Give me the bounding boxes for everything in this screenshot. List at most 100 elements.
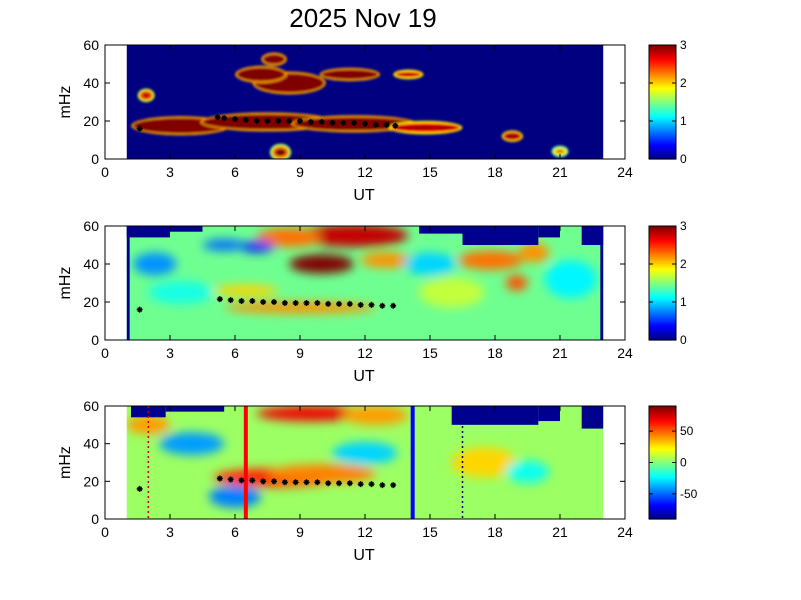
colorbar-swatch [649,434,676,437]
colorbar-swatch [649,103,676,107]
colorbar-tick-label: 2 [680,257,687,271]
x-tick-label: 24 [617,524,633,540]
colorbar-swatch [649,102,676,105]
colorbar-swatch [649,457,676,460]
colorbar-swatch [649,295,676,298]
colorbar-swatch [649,107,676,110]
colorbar-swatch [649,236,676,240]
colorbar-swatch [649,304,676,307]
marker [372,121,379,128]
x-tick-label: 0 [101,524,109,540]
colorbar-swatch [649,126,676,130]
heatmap-blob [332,441,398,465]
colorbar-swatch [649,474,676,478]
x-tick-label: 6 [231,524,239,540]
edge-column [126,226,130,340]
colorbar-swatch [649,94,676,98]
colorbar-tick-label: 0 [680,333,687,347]
colorbar-swatch [649,114,676,117]
x-axis-label: UT [353,187,375,204]
x-tick-label: 6 [231,345,239,361]
colorbar-tick-label: 0 [680,152,687,166]
colorbar-swatch [649,116,676,119]
colorbar-swatch [649,243,676,247]
marker [249,477,256,484]
colorbar-tick-label: 2 [680,76,687,90]
colorbar-swatch [649,141,676,144]
colorbar-swatch [649,315,676,318]
colorbar-swatch [649,517,676,520]
marker [303,299,310,306]
marker [379,482,386,489]
heatmap-blob [213,284,279,297]
colorbar-frame [648,44,677,160]
colorbar-swatch [649,462,676,465]
colorbar-swatch [649,467,676,471]
colorbar-swatch [649,62,676,66]
colorbar-swatch [649,268,676,272]
heatmap-mask [538,226,560,238]
x-tick-label: 21 [552,164,568,180]
heatmap-blob [544,260,597,299]
colorbar-swatch [649,414,676,418]
colorbar-swatch [649,421,676,425]
colorbar-swatch [649,488,676,492]
marker [390,482,397,489]
x-axis-label: UT [353,368,375,385]
colorbar-swatch [649,336,676,339]
marker [340,119,347,126]
colorbar-swatch [649,444,676,448]
colorbar-tick-label: 1 [680,295,687,309]
colorbar-swatch [649,78,676,82]
y-tick-label: 0 [91,151,99,167]
marker [260,299,267,305]
colorbar-swatch [649,309,676,313]
colorbar-swatch [649,469,676,472]
y-tick-label: 40 [83,75,99,91]
colorbar-swatch [649,430,676,434]
colorbar-swatch [649,293,676,297]
colorbar-swatch [649,428,676,432]
heatmap-blob [202,239,246,251]
colorbar-swatch [649,151,676,155]
colorbar-swatch [649,93,676,96]
colorbar-swatch [649,506,676,510]
colorbar-swatch [649,121,676,124]
heatmap-mask [451,406,539,425]
heatmap-blob [505,275,528,291]
colorbar-swatch [649,55,676,59]
x-tick-label: 0 [101,345,109,361]
colorbar-swatch [649,450,676,453]
marker [281,479,288,486]
colorbar-swatch [649,471,676,474]
marker [216,475,223,482]
figure-title: 2025 Nov 19 [289,3,436,33]
colorbar-tick-label: 0 [680,456,687,470]
colorbar-swatch [649,82,676,85]
colorbar-swatch [649,247,676,250]
x-tick-label: 15 [422,345,438,361]
colorbar-swatch [649,229,676,232]
colorbar-swatch [649,334,676,338]
heatmap-mask [581,226,604,245]
heatmap-blobs [133,226,597,314]
marker [336,300,342,307]
y-tick-label: 20 [83,113,99,129]
colorbar-swatch [649,240,676,243]
colorbar-swatch [649,231,676,234]
colorbar-swatch [649,259,676,263]
colorbar-swatch [649,265,676,268]
colorbar-swatch [649,420,676,423]
marker [329,119,336,126]
colorbar-swatch [649,73,676,76]
heatmap-blob [240,70,282,79]
y-axis-label: mHz [57,267,74,300]
x-tick-label: 15 [422,164,438,180]
heatmap-blobs [126,406,550,508]
colorbar-swatch [649,112,676,116]
marker [351,119,358,126]
colorbar-swatch [649,490,676,494]
colorbar-swatch [649,64,676,67]
colorbar-swatch [649,110,676,114]
heatmap-mask [462,226,539,245]
